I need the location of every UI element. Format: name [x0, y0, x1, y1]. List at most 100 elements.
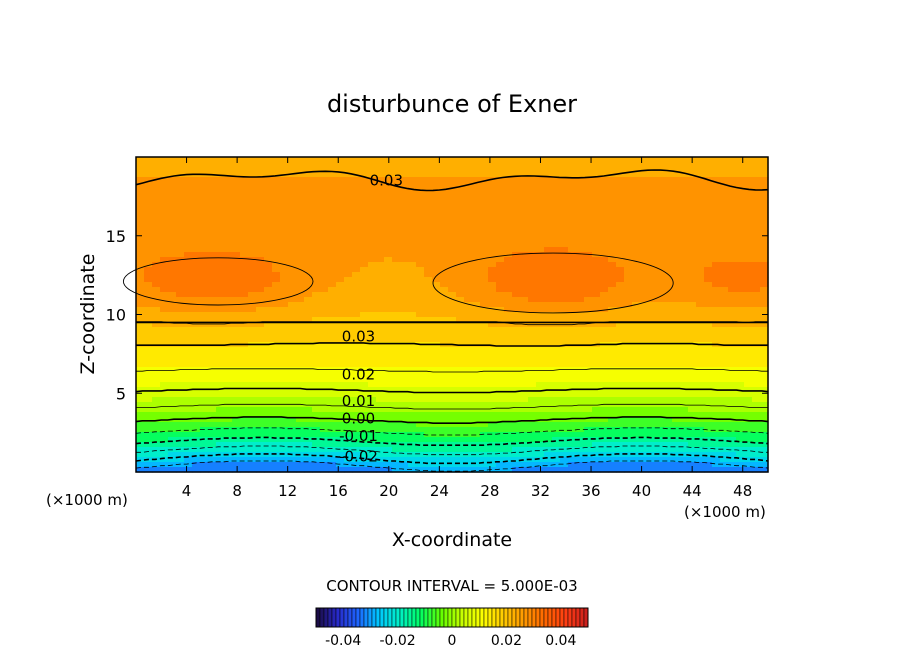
contour-cell [416, 337, 425, 343]
contour-cell [576, 187, 585, 193]
contour-cell [272, 287, 281, 293]
contour-cell [760, 447, 769, 453]
contour-cell [560, 222, 569, 228]
contour-cell [552, 252, 561, 258]
contour-cell [712, 322, 721, 328]
contour-cell [352, 307, 361, 313]
contour-cell [136, 302, 145, 308]
contour-cell [704, 187, 713, 193]
contour-cell [736, 382, 745, 388]
contour-cell [192, 182, 201, 188]
contour-cell [472, 197, 481, 203]
contour-cell [544, 207, 553, 213]
contour-cell [416, 377, 425, 383]
contour-cell [656, 187, 665, 193]
contour-cell [240, 232, 249, 238]
contour-cell [704, 267, 713, 273]
contour-cell [584, 207, 593, 213]
contour-cell [312, 447, 321, 453]
contour-cell [456, 337, 465, 343]
contour-cell [160, 277, 169, 283]
contour-cell [584, 162, 593, 168]
contour-cell [288, 337, 297, 343]
contour-cell [360, 322, 369, 328]
contour-cell [216, 287, 225, 293]
contour-cell [720, 202, 729, 208]
contour-cell [744, 372, 753, 378]
contour-cell [160, 372, 169, 378]
contour-cell [144, 372, 153, 378]
contour-cell [696, 437, 705, 443]
contour-cell [240, 177, 249, 183]
contour-cell [616, 162, 625, 168]
contour-cell [536, 442, 545, 448]
contour-cell [232, 462, 241, 468]
contour-cell [408, 162, 417, 168]
contour-cell [424, 207, 433, 213]
contour-cell [544, 277, 553, 283]
contour-cell [192, 357, 201, 363]
contour-cell [152, 467, 161, 473]
contour-cell [600, 367, 609, 373]
contour-cell [600, 397, 609, 403]
contour-cell [544, 372, 553, 378]
contour-cell [136, 372, 145, 378]
contour-cell [512, 362, 521, 368]
contour-cell [592, 362, 601, 368]
contour-cell [496, 202, 505, 208]
contour-cell [664, 362, 673, 368]
contour-cell [688, 232, 697, 238]
contour-cell [312, 212, 321, 218]
contour-cell [600, 162, 609, 168]
contour-cell [664, 412, 673, 418]
contour-cell [256, 297, 265, 303]
contour-cell [608, 292, 617, 298]
contour-cell [144, 367, 153, 373]
contour-cell [704, 212, 713, 218]
contour-cell [760, 202, 769, 208]
contour-cell [336, 232, 345, 238]
contour-line [135, 427, 769, 436]
contour-cell [728, 237, 737, 243]
contour-cell [368, 232, 377, 238]
contour-cell [504, 372, 513, 378]
contour-cell [408, 197, 417, 203]
contour-cell [400, 202, 409, 208]
contour-cell [376, 442, 385, 448]
contour-cell [264, 247, 273, 253]
contour-cell [160, 172, 169, 178]
contour-cell [344, 332, 353, 338]
contour-cell [496, 227, 505, 233]
contour-cell [624, 427, 633, 433]
contour-cell [344, 327, 353, 333]
contour-cell [448, 397, 457, 403]
contour-cell [384, 217, 393, 223]
contour-cell [248, 317, 257, 323]
contour-cell [544, 397, 553, 403]
contour-cell [752, 277, 761, 283]
contour-cell [296, 447, 305, 453]
contour-cell [456, 252, 465, 258]
contour-cell [528, 282, 537, 288]
contour-cell [496, 252, 505, 258]
contour-cell [480, 347, 489, 353]
contour-cell [528, 337, 537, 343]
contour-cell [672, 187, 681, 193]
contour-cell [384, 272, 393, 278]
contour-cell [552, 392, 561, 398]
contour-cell [592, 257, 601, 263]
contour-cell [184, 267, 193, 273]
contour-cell [384, 182, 393, 188]
contour-cell [400, 367, 409, 373]
contour-cell [160, 302, 169, 308]
contour-cell [392, 347, 401, 353]
contour-cell [368, 357, 377, 363]
contour-cell [624, 392, 633, 398]
contour-cell [272, 217, 281, 223]
contour-cell [280, 467, 289, 473]
contour-cell [536, 262, 545, 268]
contour-cell [624, 227, 633, 233]
contour-cell [264, 337, 273, 343]
contour-cell [624, 217, 633, 223]
contour-cell [136, 247, 145, 253]
